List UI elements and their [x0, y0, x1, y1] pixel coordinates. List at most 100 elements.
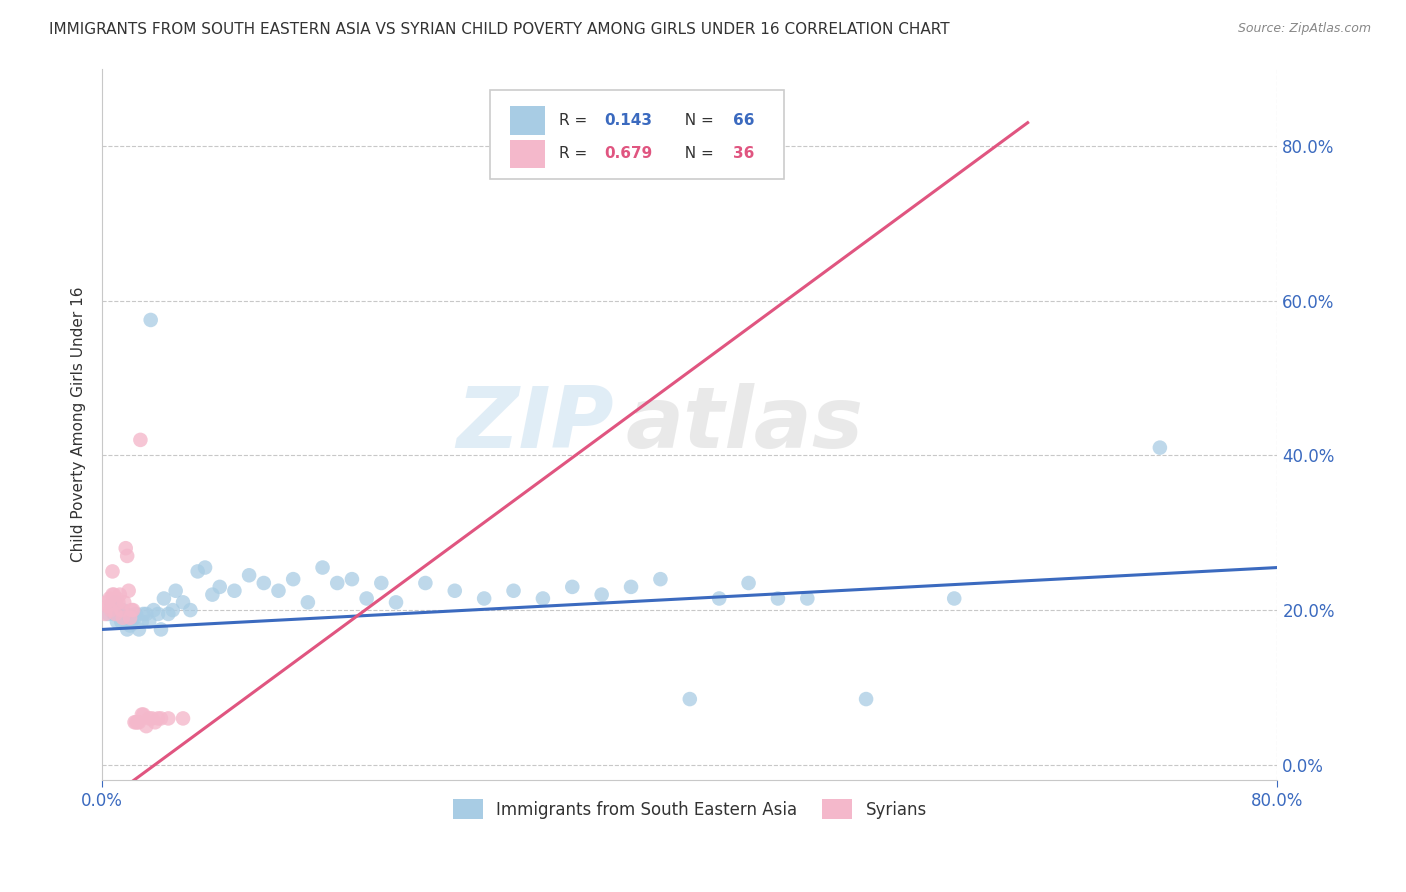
Point — [766, 591, 789, 606]
Point — [97, 607, 120, 621]
Point — [311, 560, 333, 574]
Point — [149, 711, 172, 725]
Point — [796, 591, 818, 606]
Point — [128, 715, 150, 730]
Point — [125, 607, 148, 621]
Point — [132, 707, 155, 722]
FancyBboxPatch shape — [510, 106, 546, 135]
Point — [253, 576, 276, 591]
Point — [139, 313, 162, 327]
Point — [125, 715, 148, 730]
Point — [561, 580, 583, 594]
Text: N =: N = — [675, 146, 718, 161]
Point — [129, 433, 152, 447]
Point — [128, 623, 150, 637]
Point — [120, 618, 142, 632]
Text: N =: N = — [675, 113, 718, 128]
Point — [146, 711, 169, 725]
Point — [101, 603, 124, 617]
Legend: Immigrants from South Eastern Asia, Syrians: Immigrants from South Eastern Asia, Syri… — [446, 793, 934, 825]
Point — [135, 607, 157, 621]
Point — [112, 595, 135, 609]
Point — [98, 591, 121, 606]
Point — [114, 541, 136, 556]
Point — [591, 588, 613, 602]
Point — [201, 588, 224, 602]
Point — [149, 623, 172, 637]
Text: 66: 66 — [734, 113, 755, 128]
Point — [162, 603, 184, 617]
Point — [650, 572, 672, 586]
Text: Source: ZipAtlas.com: Source: ZipAtlas.com — [1237, 22, 1371, 36]
Point — [124, 611, 146, 625]
Point — [340, 572, 363, 586]
Point — [107, 603, 129, 617]
Point — [472, 591, 495, 606]
Point — [97, 599, 120, 614]
Point — [138, 711, 160, 725]
Point — [107, 595, 129, 609]
Point — [108, 607, 131, 621]
Point — [326, 576, 349, 591]
Text: ZIP: ZIP — [456, 383, 613, 466]
Text: R =: R = — [560, 113, 592, 128]
Point — [709, 591, 731, 606]
Point — [108, 588, 131, 602]
Point — [132, 607, 155, 621]
Point — [100, 599, 122, 614]
Point — [194, 560, 217, 574]
Point — [104, 595, 127, 609]
Point — [101, 565, 124, 579]
Y-axis label: Child Poverty Among Girls Under 16: Child Poverty Among Girls Under 16 — [72, 286, 86, 562]
Text: 36: 36 — [734, 146, 755, 161]
Point — [370, 576, 392, 591]
Point — [165, 583, 187, 598]
Point — [620, 580, 643, 594]
Text: 0.143: 0.143 — [605, 113, 652, 128]
Point — [1149, 441, 1171, 455]
Point — [356, 591, 378, 606]
Point — [118, 611, 141, 625]
Point — [443, 583, 465, 598]
FancyBboxPatch shape — [491, 90, 783, 178]
Point — [143, 715, 166, 730]
Text: 0.679: 0.679 — [605, 146, 652, 161]
Point — [267, 583, 290, 598]
Point — [943, 591, 966, 606]
Point — [283, 572, 305, 586]
Point — [104, 607, 127, 621]
Point — [172, 711, 194, 725]
Point — [120, 611, 142, 625]
Point — [385, 595, 408, 609]
Point — [96, 595, 118, 609]
Point — [142, 603, 165, 617]
Point — [101, 588, 124, 602]
Point — [131, 615, 153, 629]
Point — [224, 583, 246, 598]
Point — [121, 615, 143, 629]
Text: IMMIGRANTS FROM SOUTH EASTERN ASIA VS SYRIAN CHILD POVERTY AMONG GIRLS UNDER 16 : IMMIGRANTS FROM SOUTH EASTERN ASIA VS SY… — [49, 22, 950, 37]
Point — [112, 611, 135, 625]
Point — [127, 715, 149, 730]
Point — [679, 692, 702, 706]
Point — [110, 615, 132, 629]
Point — [238, 568, 260, 582]
FancyBboxPatch shape — [510, 140, 546, 169]
Point — [114, 607, 136, 621]
Point — [153, 591, 176, 606]
Point — [855, 692, 877, 706]
Point — [103, 607, 125, 621]
Point — [115, 549, 138, 563]
Point — [124, 715, 146, 730]
Point — [415, 576, 437, 591]
Point — [141, 711, 163, 725]
Point — [111, 603, 134, 617]
Point — [179, 603, 201, 617]
Point — [121, 603, 143, 617]
Point — [531, 591, 554, 606]
Point — [172, 595, 194, 609]
Point — [135, 719, 157, 733]
Point — [157, 711, 180, 725]
Point — [94, 607, 117, 621]
Point — [122, 603, 145, 617]
